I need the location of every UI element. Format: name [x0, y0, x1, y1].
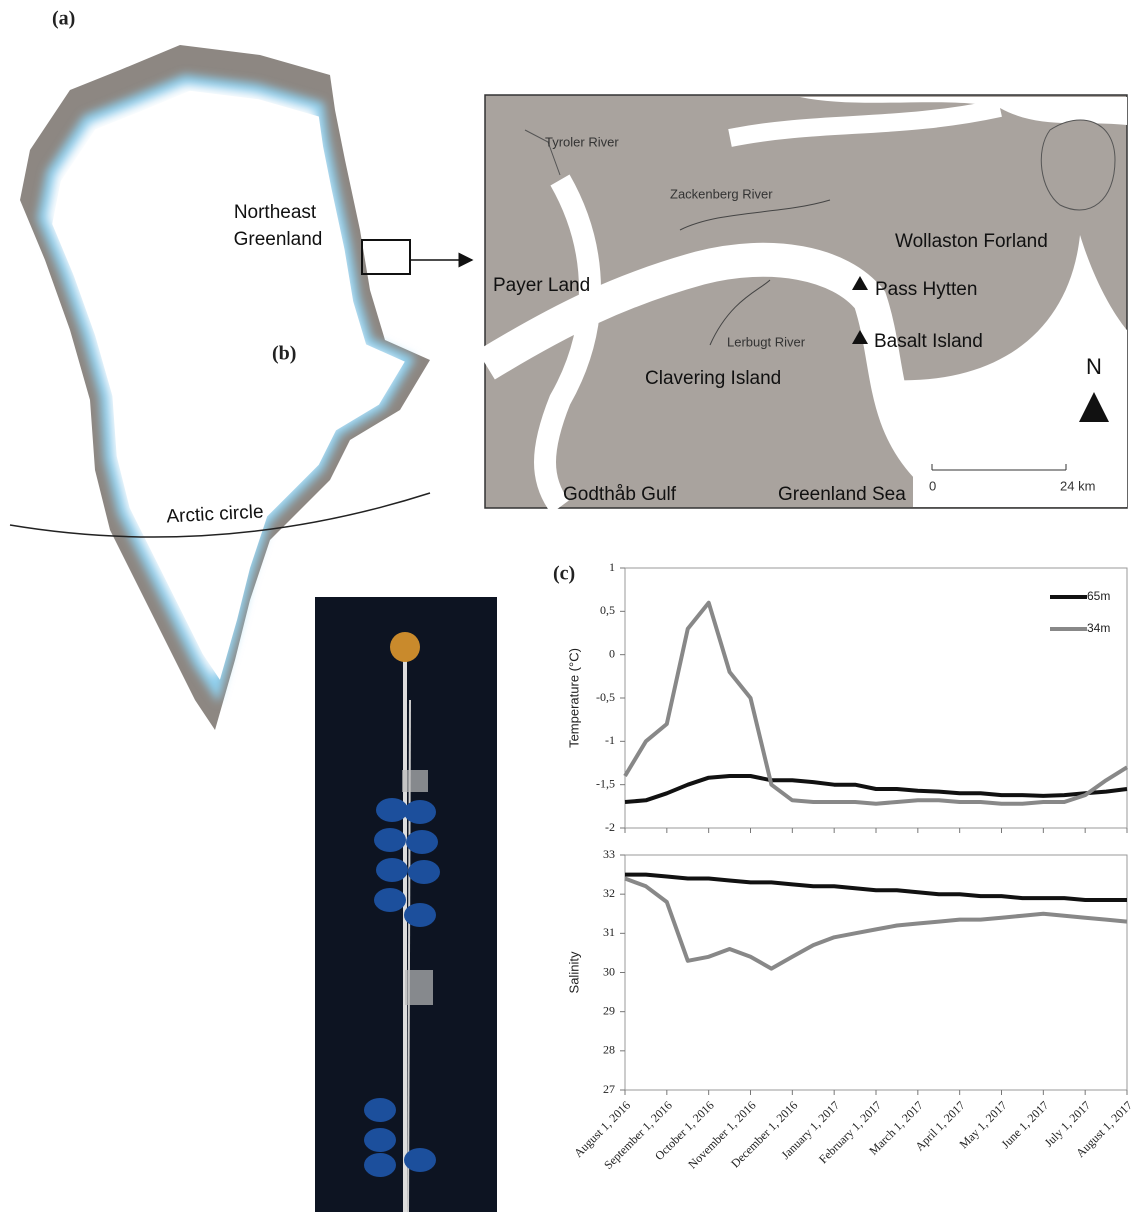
y-tick-label: -2 [605, 820, 615, 834]
region-label: Greenland [234, 229, 323, 250]
y-tick-label: 0 [609, 646, 615, 660]
y-tick-label: -0,5 [596, 690, 615, 704]
place-label: Payer Land [493, 275, 590, 296]
y-axis-title: Salinity [566, 951, 581, 993]
greenland-map [9, 45, 474, 730]
series-line [623, 600, 1129, 806]
place-label: Godthåb Gulf [563, 484, 677, 505]
panel-label: (b) [272, 343, 296, 365]
north-label: N [1086, 354, 1102, 379]
legend-label: 34m [1087, 621, 1110, 635]
panel-label: (a) [52, 8, 75, 30]
station-label: Basalt Island [874, 331, 983, 352]
y-tick-label: 31 [603, 925, 615, 939]
inset-map [477, 94, 1128, 514]
y-tick-label: 32 [603, 886, 615, 900]
series-line [625, 872, 1127, 902]
series-line [624, 876, 1128, 971]
y-tick-label: 30 [603, 964, 615, 978]
y-tick-label: -1,5 [596, 776, 615, 790]
river-label: Tyroler River [545, 134, 619, 149]
station-label: Pass Hytten [875, 279, 977, 300]
panel-label: (c) [553, 563, 575, 585]
scale-label: 0 [929, 478, 936, 493]
y-tick-label: 29 [603, 1003, 615, 1017]
circle-label: Arctic circle [166, 501, 264, 527]
mooring-photo [315, 597, 497, 1212]
series-line [624, 774, 1128, 804]
y-tick-label: 1 [609, 560, 615, 574]
y-tick-label: 33 [603, 847, 615, 861]
region-label: Northeast [234, 202, 317, 223]
river-label: Zackenberg River [670, 186, 773, 201]
scale-label: 24 km [1060, 478, 1095, 493]
y-tick-label: 28 [603, 1043, 615, 1057]
y-tick-label: 27 [603, 1082, 615, 1096]
place-label: Clavering Island [645, 368, 781, 389]
legend-label: 65m [1087, 589, 1110, 603]
y-tick-label: -1 [605, 733, 615, 747]
y-tick-label: 0,5 [600, 603, 615, 617]
place-label: Greenland Sea [778, 484, 906, 505]
river-label: Lerbugt River [727, 334, 806, 349]
y-axis-title: Temperature (°C) [566, 648, 581, 748]
place-label: Wollaston Forland [895, 231, 1048, 252]
